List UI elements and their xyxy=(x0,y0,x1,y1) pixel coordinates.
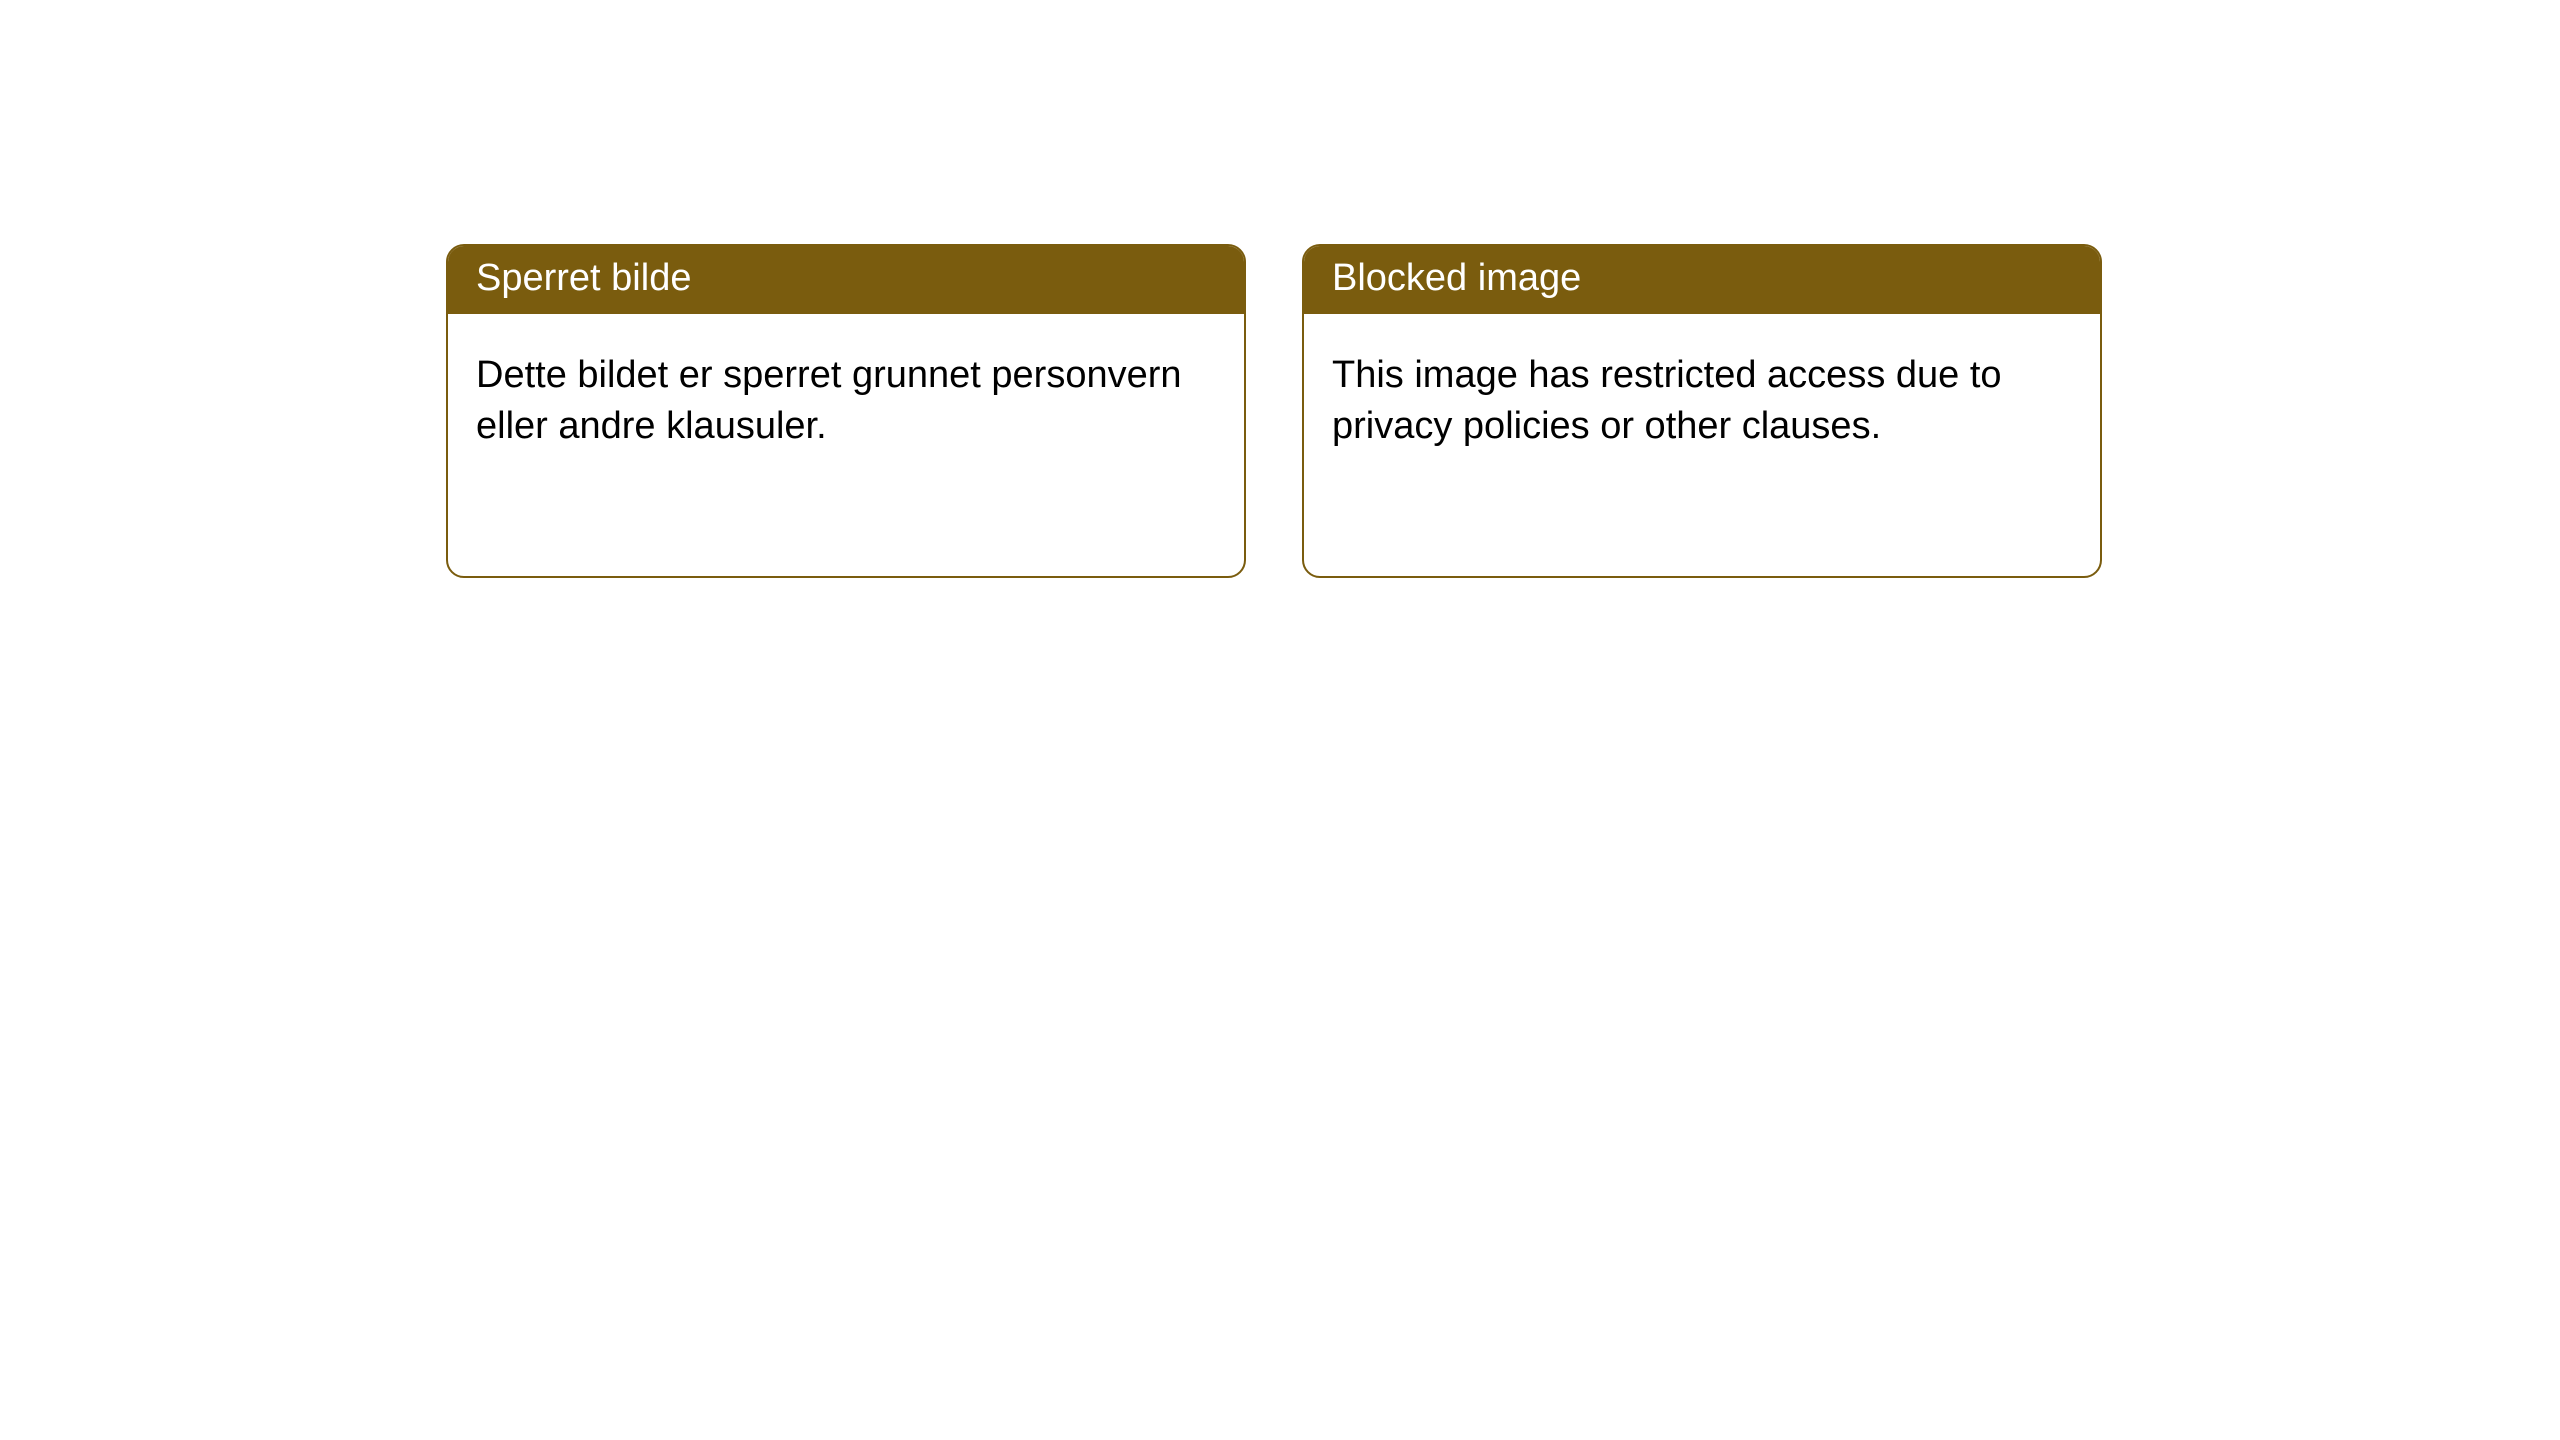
notice-title: Sperret bilde xyxy=(448,246,1244,314)
notice-card-english: Blocked image This image has restricted … xyxy=(1302,244,2102,578)
notice-card-norwegian: Sperret bilde Dette bildet er sperret gr… xyxy=(446,244,1246,578)
notice-container: Sperret bilde Dette bildet er sperret gr… xyxy=(0,0,2560,578)
notice-body-text: This image has restricted access due to … xyxy=(1304,314,2100,481)
notice-body-text: Dette bildet er sperret grunnet personve… xyxy=(448,314,1244,481)
notice-title: Blocked image xyxy=(1304,246,2100,314)
